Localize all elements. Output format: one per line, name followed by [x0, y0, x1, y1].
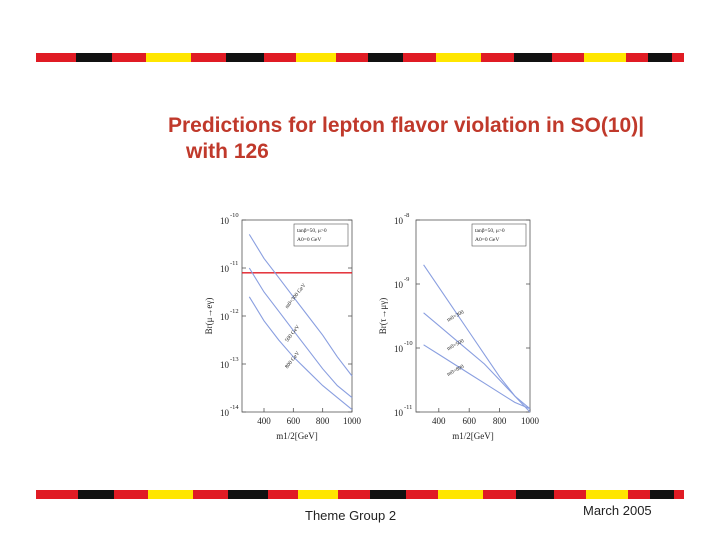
x-tick-label: 400	[432, 416, 446, 426]
series-line-2	[423, 344, 531, 410]
decorative-stripe-top	[36, 53, 684, 62]
y-tick-label: 10	[220, 312, 230, 322]
y-tick-exponent: -11	[404, 404, 412, 411]
stripe-black-segment	[228, 490, 268, 499]
y-tick-exponent: -14	[230, 404, 239, 411]
x-tick-label: 600	[462, 416, 476, 426]
stripe-yellow-segment	[436, 53, 481, 62]
stripe-yellow-segment	[584, 53, 626, 62]
legend-entry: A0=0 GeV	[475, 237, 499, 243]
slide-title-line1: Predictions for lepton flavor violation …	[168, 114, 639, 137]
y-tick-label: 10	[220, 216, 230, 226]
footer-theme-group: Theme Group 2	[305, 508, 397, 523]
y-tick-exponent: -12	[230, 308, 239, 315]
y-axis-label: Br(μ→eγ)	[204, 298, 214, 335]
y-tick-label: 10	[394, 344, 404, 354]
stripe-black-segment	[368, 53, 403, 62]
legend-entry: tanβ=50, μ>0	[475, 228, 505, 234]
y-tick-label: 10	[220, 408, 230, 418]
slide-title: Predictions for lepton flavor violation …	[168, 113, 688, 165]
x-tick-label: 1000	[521, 416, 540, 426]
series-line-1	[423, 312, 531, 410]
stripe-yellow-segment	[296, 53, 336, 62]
stripe-black-segment	[78, 490, 114, 499]
y-tick-exponent: -8	[404, 212, 409, 219]
legend-box	[471, 223, 527, 247]
legend-box	[293, 223, 349, 247]
y-tick-label: 10	[394, 408, 404, 418]
x-axis-label: m1/2[GeV]	[452, 431, 494, 441]
stripe-yellow-segment	[146, 53, 191, 62]
series-line-1	[248, 267, 353, 399]
stripe-black-segment	[514, 53, 552, 62]
stripe-red-band	[36, 53, 684, 62]
footer-date: March 2005	[583, 503, 652, 518]
series-line-2	[248, 296, 353, 411]
stripe-yellow-segment	[298, 490, 338, 499]
stripe-yellow-segment	[438, 490, 483, 499]
y-tick-exponent: -13	[230, 356, 239, 363]
x-tick-label: 1000	[343, 416, 362, 426]
legend: tanβ=50, μ>0 A0=0 GeV	[471, 223, 527, 247]
x-tick-label: 800	[316, 416, 330, 426]
y-tick-label: 10	[220, 264, 230, 274]
stripe-black-segment	[516, 490, 554, 499]
slide-title-line2: with 126	[186, 140, 269, 163]
y-tick-label: 10	[394, 216, 404, 226]
chart-mu-e-gamma: 400 600 800 100010-1410-1310-1210-1110-10m1…	[204, 212, 362, 441]
stripe-black-segment	[648, 53, 672, 62]
stripe-black-segment	[226, 53, 264, 62]
stripe-red-band	[36, 490, 684, 499]
stripe-black-segment	[76, 53, 112, 62]
stripe-black-segment	[370, 490, 406, 499]
y-tick-exponent: -9	[404, 276, 409, 283]
x-tick-label: 400	[257, 416, 271, 426]
legend-entry: A0=0 GeV	[297, 237, 321, 243]
plot-frame	[415, 219, 531, 413]
series-line-0	[248, 234, 353, 377]
x-axis-label: m1/2[GeV]	[276, 431, 318, 441]
chart-tau-mu-gamma: 400 600 800 100010-1110-1010-910-8m1/2[GeV]…	[378, 212, 540, 441]
stripe-yellow-segment	[586, 490, 628, 499]
stripe-black-segment	[650, 490, 674, 499]
stripe-yellow-segment	[148, 490, 193, 499]
legend: tanβ=50, μ>0 A0=0 GeV	[293, 223, 349, 247]
y-axis-label: Br(τ→μγ)	[378, 298, 388, 334]
y-tick-exponent: -10	[404, 340, 413, 347]
x-tick-label: 800	[493, 416, 507, 426]
x-tick-label: 600	[287, 416, 301, 426]
y-tick-exponent: -11	[230, 260, 238, 267]
y-tick-label: 10	[394, 280, 404, 290]
legend-entry: tanβ=50, μ>0	[297, 228, 327, 234]
y-tick-label: 10	[220, 360, 230, 370]
decorative-stripe-bottom	[36, 490, 684, 499]
y-tick-exponent: -10	[230, 212, 239, 219]
